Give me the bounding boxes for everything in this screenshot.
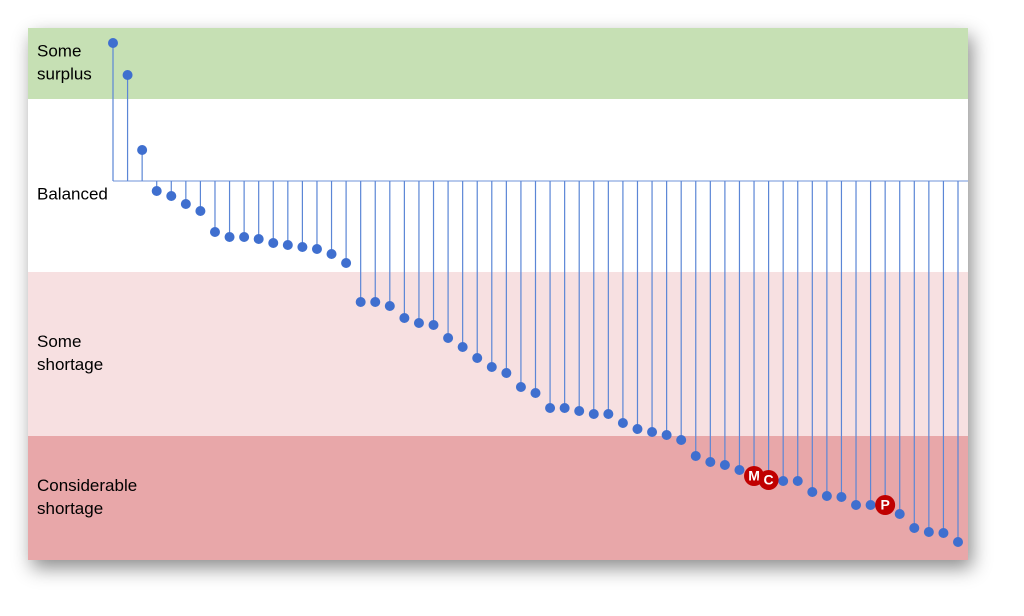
- band-label: Some: [37, 41, 81, 60]
- dot: [399, 313, 410, 323]
- highlight-dot: [875, 495, 896, 515]
- highlight-dot: [758, 470, 779, 490]
- dot: [821, 491, 832, 501]
- band: [28, 99, 968, 272]
- dot: [661, 430, 672, 440]
- dot: [224, 232, 235, 242]
- dot: [384, 301, 395, 311]
- dot: [705, 457, 716, 467]
- dot: [253, 234, 264, 244]
- dot: [209, 227, 220, 237]
- band: [28, 436, 968, 560]
- dot: [617, 418, 628, 428]
- highlight-label: M: [748, 468, 760, 484]
- dot: [909, 523, 920, 533]
- dot: [501, 368, 512, 378]
- dot: [108, 38, 118, 48]
- dot: [588, 409, 599, 419]
- dot: [865, 500, 876, 510]
- dot: [559, 403, 570, 413]
- highlight-label: C: [764, 472, 774, 488]
- band: [28, 28, 968, 99]
- dot: [603, 409, 614, 419]
- dot: [836, 492, 847, 502]
- dot: [457, 342, 468, 352]
- dot: [370, 297, 381, 307]
- dot: [953, 537, 963, 547]
- dot: [472, 353, 483, 363]
- dot: [486, 362, 497, 372]
- dot: [676, 435, 687, 445]
- dot: [807, 487, 818, 497]
- dot: [326, 249, 337, 259]
- dot: [413, 318, 424, 328]
- dot: [239, 232, 250, 242]
- dot: [122, 70, 133, 80]
- band-label: Some: [37, 332, 81, 351]
- band-label: shortage: [37, 499, 103, 518]
- chart: Some surplus Balanced Some shortage Considera…: [28, 28, 968, 560]
- dot: [195, 206, 206, 216]
- dot: [530, 388, 541, 398]
- band-label: Considerable: [37, 476, 137, 495]
- chart-card: Some surplus Balanced Some shortage Considera…: [28, 28, 968, 560]
- dot: [515, 382, 526, 392]
- dot: [137, 145, 148, 155]
- band-label: Balanced: [37, 184, 108, 203]
- band: [28, 272, 968, 436]
- band-label: surplus: [37, 64, 92, 83]
- dot: [151, 186, 162, 196]
- dot: [894, 509, 905, 519]
- band-label: shortage: [37, 355, 103, 374]
- dot: [923, 527, 934, 537]
- dot: [545, 403, 556, 413]
- dot: [297, 242, 308, 252]
- dot: [647, 427, 658, 437]
- dot: [355, 297, 366, 307]
- dot: [268, 238, 279, 248]
- dot: [341, 258, 352, 268]
- dot: [690, 451, 701, 461]
- dot: [719, 460, 730, 470]
- dot: [311, 244, 322, 254]
- dot: [443, 333, 454, 343]
- dot: [166, 191, 177, 201]
- dot: [632, 424, 643, 434]
- dot: [180, 199, 191, 209]
- dot: [428, 320, 439, 330]
- dot: [938, 528, 949, 538]
- dot: [792, 476, 803, 486]
- dot: [282, 240, 293, 250]
- dot: [778, 476, 789, 486]
- dot: [734, 465, 745, 475]
- dot: [574, 406, 585, 416]
- dot: [851, 500, 862, 510]
- highlight-label: P: [880, 497, 889, 513]
